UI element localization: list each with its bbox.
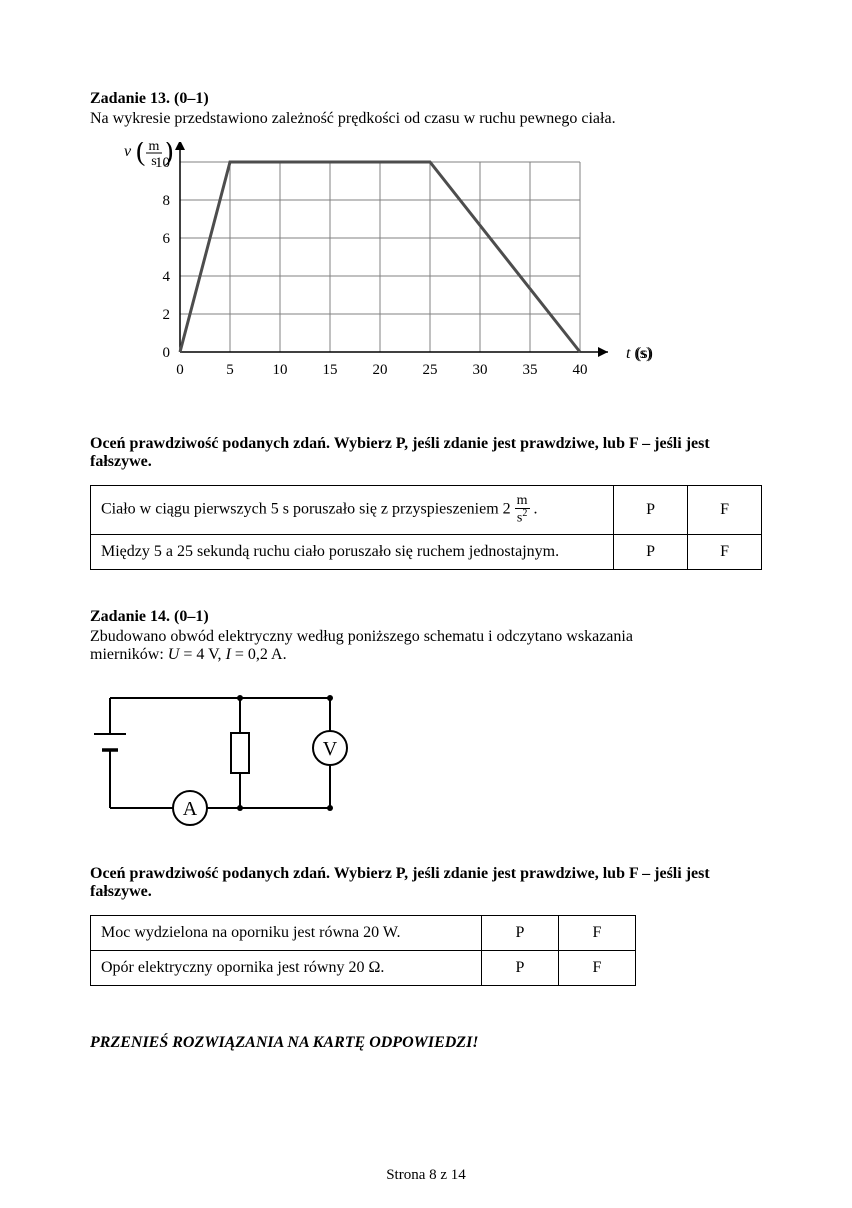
svg-text:0: 0 <box>176 362 184 378</box>
svg-text:40: 40 <box>573 362 588 378</box>
svg-text:A: A <box>183 798 198 820</box>
svg-text:s: s <box>151 154 156 169</box>
task13-table: Ciało w ciągu pierwszych 5 s poruszało s… <box>90 485 762 570</box>
svg-text:4: 4 <box>163 269 171 285</box>
task14-table: Moc wydzielona na oporniku jest równa 20… <box>90 915 636 986</box>
task14-intro-line1: Zbudowano obwód elektryczny według poniż… <box>90 628 633 645</box>
page: Zadanie 13. (0–1) Na wykresie przedstawi… <box>0 0 852 1208</box>
svg-text:m: m <box>149 142 160 154</box>
statement-cell: Moc wydzielona na oporniku jest równa 20… <box>91 915 482 950</box>
statement-cell: Ciało w ciągu pierwszych 5 s poruszało s… <box>91 486 614 535</box>
svg-text:0: 0 <box>163 345 171 361</box>
svg-text:5: 5 <box>226 362 234 378</box>
table-row: Moc wydzielona na oporniku jest równa 20… <box>91 915 636 950</box>
choice-f[interactable]: F <box>688 486 762 535</box>
svg-text:(s): (s) <box>636 345 653 362</box>
task13-chart: 05101520253035400246810t (s) (s)v(ms) <box>108 142 762 407</box>
velocity-time-chart: 05101520253035400246810t (s) (s)v(ms) <box>108 142 668 402</box>
choice-p[interactable]: P <box>482 950 559 985</box>
svg-text:(: ( <box>136 142 145 167</box>
table-row: Opór elektryczny opornika jest równy 20 … <box>91 950 636 985</box>
svg-text:6: 6 <box>163 231 171 247</box>
statement-cell: Opór elektryczny opornika jest równy 20 … <box>91 950 482 985</box>
choice-p[interactable]: P <box>614 534 688 569</box>
svg-text:15: 15 <box>323 362 338 378</box>
choice-p[interactable]: P <box>614 486 688 535</box>
task14-U: U <box>168 646 180 663</box>
task14-Uval: = 4 V, <box>179 646 225 663</box>
table-row: Ciało w ciągu pierwszych 5 s poruszało s… <box>91 486 762 535</box>
table-row: Między 5 a 25 sekundą ruchu ciało porusz… <box>91 534 762 569</box>
task14-instruction: Oceń prawdziwość podanych zdań. Wybierz … <box>90 865 762 901</box>
svg-text:20: 20 <box>373 362 388 378</box>
task13-intro: Na wykresie przedstawiono zależność pręd… <box>90 110 762 128</box>
task14-Ival: = 0,2 A. <box>231 646 287 663</box>
task14-circuit: VA <box>90 678 762 843</box>
task14-intro-line2a: mierników: <box>90 646 168 663</box>
footer-note: PRZENIEŚ ROZWIĄZANIA NA KARTĘ ODPOWIEDZI… <box>90 1034 762 1052</box>
task13-instruction: Oceń prawdziwość podanych zdań. Wybierz … <box>90 435 762 471</box>
circuit-diagram: VA <box>90 678 390 838</box>
svg-text:35: 35 <box>523 362 538 378</box>
task14-intro: Zbudowano obwód elektryczny według poniż… <box>90 628 762 664</box>
choice-p[interactable]: P <box>482 915 559 950</box>
svg-text:8: 8 <box>163 193 171 209</box>
svg-text:v: v <box>124 143 132 160</box>
choice-f[interactable]: F <box>559 950 636 985</box>
svg-text:2: 2 <box>163 307 171 323</box>
statement-cell: Między 5 a 25 sekundą ruchu ciało porusz… <box>91 534 614 569</box>
svg-text:30: 30 <box>473 362 488 378</box>
choice-f[interactable]: F <box>688 534 762 569</box>
svg-text:10: 10 <box>273 362 288 378</box>
svg-text:): ) <box>164 142 173 167</box>
page-number: Strona 8 z 14 <box>0 1167 852 1184</box>
svg-text:V: V <box>323 738 338 760</box>
task14-header: Zadanie 14. (0–1) <box>90 608 762 626</box>
task13-header: Zadanie 13. (0–1) <box>90 90 762 108</box>
svg-text:25: 25 <box>423 362 438 378</box>
choice-f[interactable]: F <box>559 915 636 950</box>
